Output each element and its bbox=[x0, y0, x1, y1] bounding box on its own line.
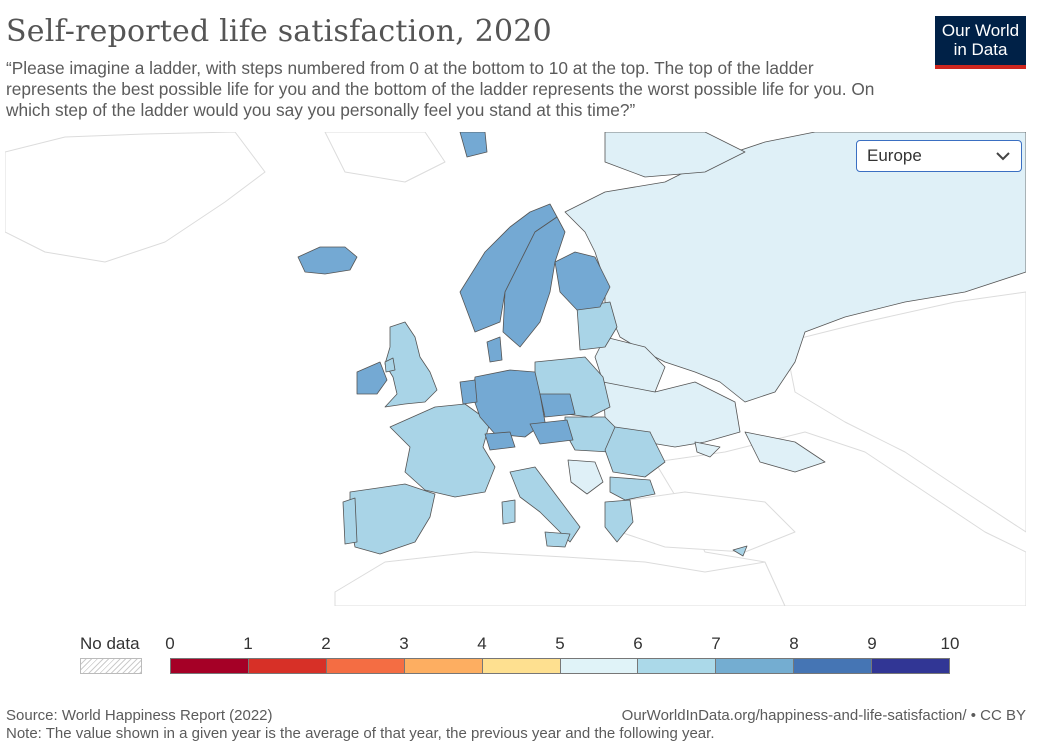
greenland-area bbox=[5, 132, 266, 263]
legend-bin-8[interactable] bbox=[794, 658, 873, 674]
source-url[interactable]: OurWorldInData.org/happiness-and-life-sa… bbox=[621, 707, 1026, 724]
legend-bin-4[interactable] bbox=[482, 658, 561, 674]
legend-bin-7[interactable] bbox=[716, 658, 795, 674]
legend-bin-0[interactable] bbox=[170, 658, 249, 674]
logo-line-1: Our World bbox=[941, 21, 1020, 40]
north-africa bbox=[334, 551, 786, 606]
legend-tick-label: 1 bbox=[243, 634, 253, 653]
spain bbox=[349, 483, 436, 555]
band-7-8 bbox=[297, 132, 611, 451]
austria bbox=[529, 419, 574, 445]
france bbox=[389, 403, 496, 498]
color-legend: No data 0 1 2 3 4 5 6 7 8 9 10 bbox=[0, 630, 1041, 680]
italy bbox=[509, 466, 581, 543]
legend-tick-label: 8 bbox=[789, 634, 799, 653]
ireland bbox=[356, 361, 388, 395]
legend-tick-label: 3 bbox=[399, 634, 409, 653]
svalbard bbox=[459, 132, 488, 158]
legend-tick-label: 10 bbox=[940, 634, 960, 653]
finland bbox=[554, 251, 611, 311]
region-select-value: Europe bbox=[867, 146, 922, 165]
bulgaria bbox=[609, 476, 656, 501]
iceland bbox=[297, 246, 358, 275]
baltic-states bbox=[576, 301, 618, 351]
switzerland bbox=[484, 431, 516, 451]
no-data-label: No data bbox=[80, 634, 140, 653]
czechia bbox=[539, 393, 576, 418]
no-data-regions bbox=[5, 132, 1026, 606]
kola-region bbox=[604, 132, 746, 178]
cyprus bbox=[732, 545, 748, 557]
region-select[interactable]: Europe bbox=[856, 140, 1022, 172]
legend-bin-1[interactable] bbox=[248, 658, 327, 674]
legend-tick-label: 0 bbox=[165, 634, 175, 653]
legend-tick-label: 6 bbox=[633, 634, 643, 653]
europe-map bbox=[5, 132, 1026, 606]
legend-tick-label: 4 bbox=[477, 634, 487, 653]
benelux bbox=[459, 379, 478, 405]
sardinia bbox=[501, 499, 516, 525]
source-text: Source: World Happiness Report (2022) bbox=[6, 707, 273, 724]
legend-bin-2[interactable] bbox=[326, 658, 405, 674]
legend-scale bbox=[170, 658, 951, 674]
russia bbox=[564, 132, 1026, 403]
legend-tick-label: 5 bbox=[555, 634, 565, 653]
balkan-pale bbox=[567, 459, 604, 495]
turkey bbox=[614, 491, 796, 553]
ireland-north bbox=[384, 357, 396, 373]
chart-title: Self-reported life satisfaction, 2020 bbox=[6, 14, 552, 49]
central-asia bbox=[784, 291, 1026, 533]
greece bbox=[604, 499, 634, 543]
crimea bbox=[694, 441, 721, 458]
no-data-swatch[interactable] bbox=[80, 658, 142, 674]
portugal bbox=[342, 497, 358, 545]
logo-line-2: in Data bbox=[953, 40, 1008, 59]
owid-logo[interactable]: Our World in Data bbox=[935, 16, 1026, 69]
legend-bin-5[interactable] bbox=[560, 658, 639, 674]
chevron-down-icon bbox=[996, 152, 1010, 161]
caucasus bbox=[744, 431, 826, 473]
sicily bbox=[544, 531, 571, 548]
arctic-islands bbox=[324, 132, 446, 183]
romania bbox=[604, 426, 666, 478]
legend-bin-9[interactable] bbox=[872, 658, 951, 674]
legend-bin-3[interactable] bbox=[404, 658, 483, 674]
legend-tick-label: 2 bbox=[321, 634, 331, 653]
band-6-7 bbox=[342, 301, 748, 557]
legend-tick-label: 9 bbox=[867, 634, 877, 653]
denmark bbox=[486, 336, 503, 363]
note-text: Note: The value shown in a given year is… bbox=[6, 725, 715, 742]
legend-ticks: 0 1 2 3 4 5 6 7 8 9 10 bbox=[0, 634, 1041, 654]
chart-subtitle: “Please imagine a ladder, with steps num… bbox=[6, 58, 875, 120]
legend-bin-6[interactable] bbox=[638, 658, 717, 674]
middle-east bbox=[654, 431, 1026, 606]
legend-tick-label: 7 bbox=[711, 634, 721, 653]
